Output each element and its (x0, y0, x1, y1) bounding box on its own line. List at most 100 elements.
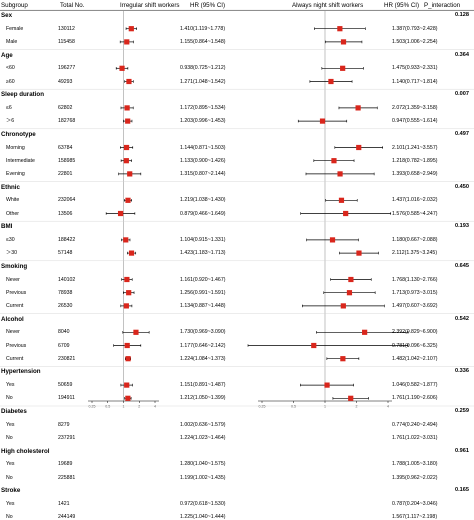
hr-point-marker (331, 158, 337, 164)
group-label: BMI (1, 223, 13, 231)
hr-ci-irregular: 1.144(0.871~1.503) (180, 144, 226, 151)
total-count: 140102 (58, 276, 76, 283)
hr-ci-always-night: 0.781(0.096~6.325) (392, 342, 438, 349)
hr-point-marker (124, 105, 130, 111)
total-count: 8279 (58, 421, 70, 428)
hr-ci-irregular: 1.423(1.183~1.713) (180, 250, 226, 257)
p-interaction-value: 0.542 (455, 315, 469, 322)
hr-ci-always-night: 1.475(0.933~2.331) (392, 65, 438, 72)
total-count: 19689 (58, 461, 73, 468)
subgroup-label: Evening (6, 170, 25, 177)
total-count: 230821 (58, 355, 76, 362)
hr-ci-always-night: 1.180(0.667~2.088) (392, 236, 438, 243)
subgroup-label: ≥60 (6, 78, 15, 85)
total-count: 182768 (58, 118, 76, 125)
hr-point-marker (123, 144, 130, 151)
total-count: 62802 (58, 104, 73, 111)
hr-ci-irregular: 1.002(0.636~1.579) (180, 421, 226, 428)
subgroup-label: Current (6, 355, 24, 362)
hr-ci-irregular: 0.938(0.725~1.212) (180, 65, 226, 72)
hr-point-marker (340, 39, 347, 45)
hr-ci-always-night: 1.567(1.117~2.198) (392, 514, 438, 520)
hr-point-marker (356, 144, 362, 151)
total-count: 244149 (58, 514, 76, 520)
hr-ci-irregular: 1.256(0.991~1.591) (180, 289, 226, 296)
hr-point-marker (133, 329, 139, 335)
subgroup-label: Male (6, 38, 18, 45)
hr-point-marker (324, 382, 330, 388)
hr-ci-irregular: 1.177(0.646~2.142) (180, 342, 226, 349)
x-tick-label: 2 (138, 405, 140, 409)
header-subgroup: Subgroup (1, 2, 28, 9)
hr-ci-always-night: 1.046(0.582~1.877) (392, 382, 438, 389)
header-p-interaction: P_interaction (424, 2, 461, 9)
header-hr1: HR (95% CI) (190, 2, 226, 9)
x-tick-label: 1 (324, 405, 326, 409)
group-label: High cholesterol (1, 447, 50, 455)
group-label: Hypertension (1, 368, 41, 376)
hr-ci-always-night: 1.503(1.006~2.254) (392, 38, 438, 45)
hr-ci-irregular: 1.104(0.915~1.331) (180, 236, 226, 243)
subgroup-label: No (6, 395, 13, 402)
p-interaction-value: 0.165 (455, 487, 469, 494)
p-interaction-value: 0.450 (455, 183, 469, 190)
hr-point-marker (355, 105, 361, 111)
header-panel2-title: Always night shift workers (292, 2, 364, 9)
group-label: Alcohol (1, 315, 24, 323)
total-count: 130112 (58, 25, 75, 32)
subgroup-label: No (6, 514, 13, 520)
hr-ci-irregular: 1.161(0.920~1.467) (180, 276, 226, 283)
hr-point-marker (125, 356, 131, 362)
hr-ci-irregular: 1.203(0.996~1.453) (180, 118, 226, 125)
hr-point-marker (124, 39, 130, 45)
x-tick-label: 4 (154, 405, 156, 409)
header-hr2: HR (95% CI) (384, 2, 420, 9)
subgroup-label: Intermediate (6, 157, 35, 164)
p-interaction-value: 0.645 (455, 262, 469, 269)
p-interaction-value: 0.193 (455, 223, 469, 230)
hr-point-marker (124, 382, 130, 388)
hr-ci-always-night: 1.761(1.190~2.606) (392, 395, 438, 402)
x-tick-label: 4 (387, 405, 389, 409)
hr-ci-irregular: 1.225(1.040~1.444) (180, 514, 226, 520)
group-label: Sleep duration (1, 91, 44, 99)
hr-ci-always-night: 1.218(0.782~1.895) (392, 157, 438, 164)
p-interaction-value: 0.128 (455, 12, 469, 18)
hr-ci-irregular: 1.224(1.084~1.373) (180, 355, 226, 362)
subgroup-label: Previous (6, 289, 27, 296)
subgroup-label: Current (6, 302, 24, 309)
subgroup-label: ≤30 (6, 236, 15, 243)
hr-point-marker (329, 237, 336, 243)
total-count: 196277 (58, 65, 76, 72)
subgroup-label: Female (6, 25, 24, 32)
hr-point-marker (319, 118, 326, 124)
hr-ci-always-night: 1.576(0.585~4.247) (392, 210, 438, 217)
hr-ci-always-night: 1.768(1.130~2.766) (392, 276, 438, 283)
hr-point-marker (343, 210, 349, 217)
p-interaction-value: 0.336 (455, 368, 469, 375)
subgroup-label: Never (6, 329, 20, 336)
subgroup-label: Yes (6, 421, 15, 428)
p-interaction-value: 0.364 (455, 51, 469, 58)
hr-point-marker (311, 342, 317, 349)
hr-ci-irregular: 1.315(0.807~2.144) (180, 170, 226, 177)
hr-point-marker (126, 290, 132, 296)
hr-ci-always-night: 1.387(0.793~2.428) (392, 25, 438, 32)
subgroup-label: Never (6, 276, 20, 283)
total-count: 8040 (58, 329, 70, 336)
hr-point-marker (123, 303, 129, 309)
hr-point-marker (356, 250, 362, 256)
subgroup-label: Morning (6, 144, 25, 151)
total-count: 22801 (58, 170, 73, 177)
hr-point-marker (337, 26, 343, 32)
hr-point-marker (328, 78, 334, 85)
hr-ci-always-night: 1.140(0.717~1.814) (392, 78, 438, 85)
hr-ci-irregular: 1.212(1.050~1.399) (180, 395, 226, 402)
hr-ci-irregular: 1.155(0.864~1.548) (180, 38, 226, 45)
hr-ci-always-night: 1.761(1.022~3.031) (392, 434, 438, 441)
hr-point-marker (337, 171, 343, 177)
group-label: Stroke (1, 487, 21, 495)
hr-point-marker (340, 356, 346, 362)
subgroup-label: ＞6 (6, 118, 15, 125)
hr-ci-always-night: 2.112(1.375~3.245) (392, 250, 438, 257)
